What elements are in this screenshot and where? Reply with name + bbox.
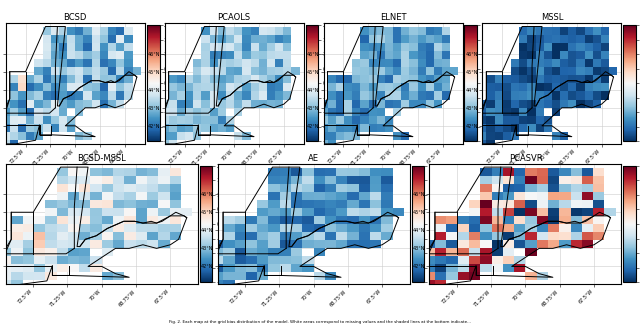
- Y-axis label: mm/day: mm/day: [177, 72, 182, 95]
- Y-axis label: mm/day: mm/day: [336, 72, 341, 95]
- Title: ELNET: ELNET: [380, 13, 406, 22]
- Text: Fig. 2. Each map at the grid bias distribution of the model. White areas corresp: Fig. 2. Each map at the grid bias distri…: [169, 320, 471, 324]
- Title: MSSL: MSSL: [541, 13, 563, 22]
- Y-axis label: mm/day: mm/day: [495, 72, 500, 95]
- Title: PCASVR: PCASVR: [509, 154, 542, 163]
- Title: BCSD: BCSD: [63, 13, 87, 22]
- Title: PCAOLS: PCAOLS: [218, 13, 251, 22]
- Y-axis label: mm/day: mm/day: [230, 213, 235, 235]
- Title: BCSD-MSSL: BCSD-MSSL: [77, 154, 126, 163]
- Y-axis label: mm/day: mm/day: [442, 213, 447, 235]
- Title: AE: AE: [308, 154, 319, 163]
